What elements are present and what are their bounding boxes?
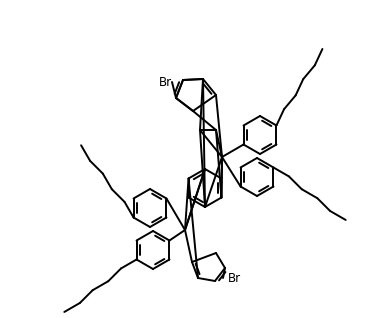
Text: Br: Br [228, 272, 241, 285]
Text: Br: Br [159, 75, 172, 88]
